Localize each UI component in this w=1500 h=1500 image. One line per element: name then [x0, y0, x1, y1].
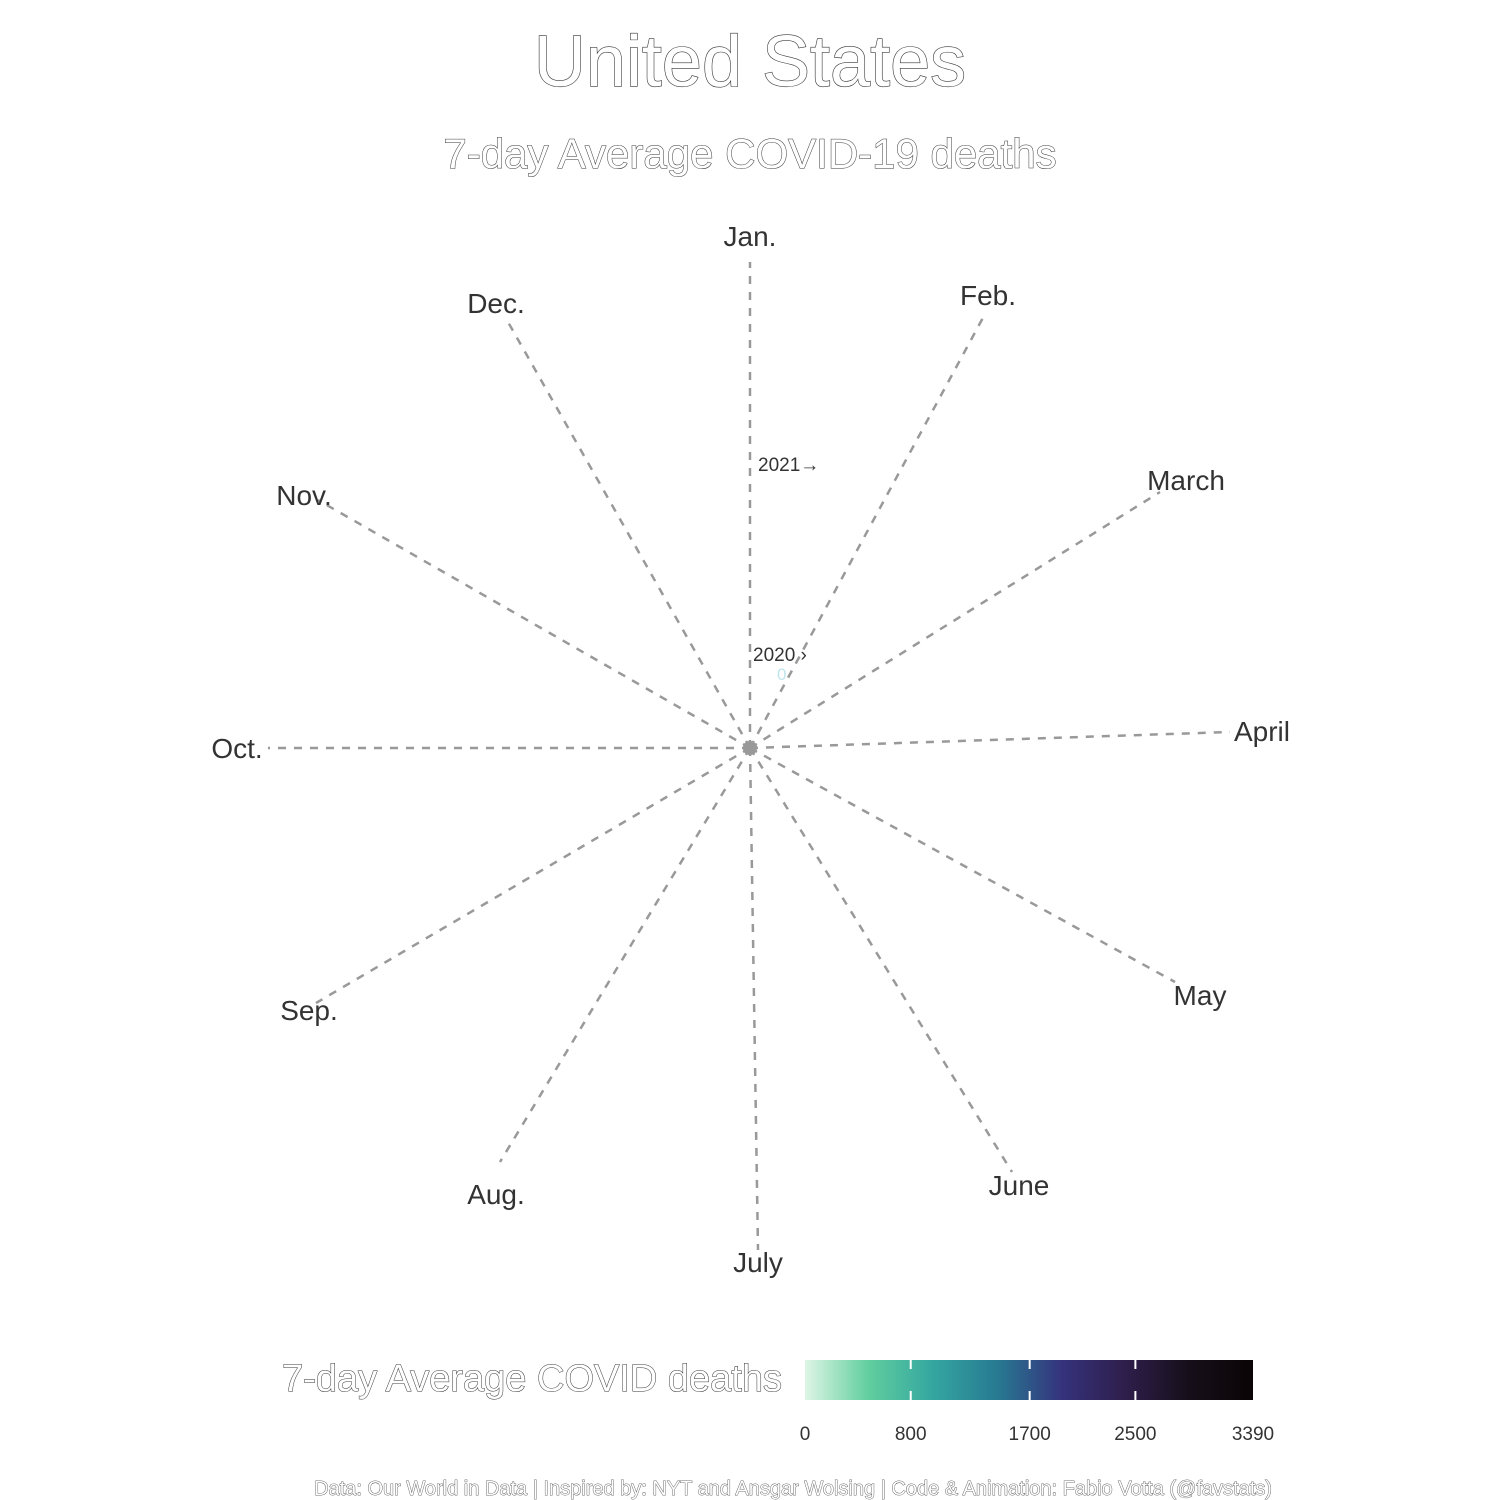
spoke-april [749, 730, 1231, 750]
center-point [743, 741, 757, 755]
legend-tick-label: 0 [800, 1424, 811, 1445]
legend-tick-label: 2500 [1114, 1424, 1156, 1445]
month-label-nov: Nov. [276, 480, 332, 511]
spoke-sep [315, 746, 751, 1005]
month-label-oct: Oct. [211, 733, 262, 764]
chart-subtitle: 7-day Average COVID-19 deaths [443, 130, 1056, 177]
month-spokes [268, 262, 1231, 1251]
spoke-march [749, 490, 1161, 750]
spoke-may [749, 746, 1176, 984]
month-label-july: July [733, 1247, 783, 1278]
spoke-june [748, 747, 1014, 1173]
spoke-dec [506, 321, 752, 749]
month-labels: Jan. Feb. March April May June July Aug. Sep. Oct… [211, 221, 1290, 1278]
legend-tick-label: 1700 [1009, 1424, 1051, 1445]
zero-value-label: 0 [777, 665, 786, 684]
spoke-july [748, 747, 760, 1251]
chart-title: United States [534, 22, 966, 102]
year-label-2020: 2020 › [753, 645, 807, 666]
month-label-april: April [1234, 716, 1290, 747]
month-label-jan: Jan. [724, 221, 777, 252]
spoke-feb [748, 313, 987, 749]
legend-tick-label: 3390 [1232, 1424, 1274, 1445]
month-label-june: June [989, 1170, 1050, 1201]
month-label-feb: Feb. [960, 280, 1016, 311]
caption: Data: Our World in Data | Inspired by: N… [314, 1478, 1272, 1500]
month-label-dec: Dec. [467, 288, 525, 319]
legend-ticks: 0 800 1700 2500 3390 [800, 1360, 1274, 1445]
spoke-aug [498, 747, 752, 1163]
legend-title: 7-day Average COVID deaths [282, 1358, 782, 1400]
year-label-2021: 2021→ [758, 455, 819, 476]
spoke-nov [317, 498, 751, 750]
month-label-sep: Sep. [280, 995, 338, 1026]
legend-tick-label: 800 [895, 1424, 927, 1445]
month-label-may: May [1174, 980, 1227, 1011]
month-label-aug: Aug. [467, 1179, 525, 1210]
month-label-march: March [1147, 465, 1225, 496]
